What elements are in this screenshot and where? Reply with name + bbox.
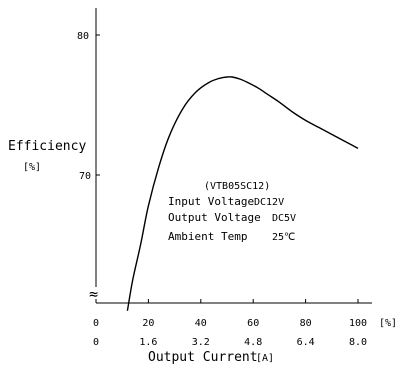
annotation-output-value: DC5V: [272, 213, 296, 224]
x-tick-percent-40: 40: [195, 318, 207, 329]
x-tick-current-60: 4.8: [244, 337, 262, 348]
axis-break-mark: ≈: [89, 285, 98, 303]
x-tick-percent-0: 0: [93, 318, 99, 329]
x-tick-current-0: 0: [93, 337, 99, 348]
x-axis-unit: [A]: [256, 353, 274, 364]
annotation-temp-label: Ambient Temp: [168, 230, 247, 243]
y-axis-title: Efficiency: [8, 139, 86, 154]
annotation-output-label: Output Voltage: [168, 211, 261, 224]
y-tick-label-70: 70: [79, 171, 91, 182]
x-axis-title: Output Current: [148, 350, 258, 365]
x-tick-percent-60: 60: [247, 318, 259, 329]
annotation-input-label: Input Voltage: [168, 195, 254, 208]
y-tick-label-80: 80: [77, 31, 89, 42]
x-tick-percent-80: 80: [300, 318, 312, 329]
annotation-temp-value: 25℃: [272, 232, 295, 243]
x-percent-unit: [%]: [379, 318, 396, 329]
series-efficiency-line: [126, 76, 359, 311]
y-ticks: 80 70: [77, 31, 100, 182]
x-tick-current-20: 1.6: [139, 337, 157, 348]
annotation-input-value: DC12V: [254, 197, 284, 208]
x-tick-current-40: 3.2: [192, 337, 210, 348]
x-tick-percent-20: 20: [142, 318, 154, 329]
annotation-model: (VTB05SC12): [204, 181, 270, 192]
x-tick-current-100: 8.0: [349, 337, 367, 348]
x-ticks: 0 0 20 1.6 40 3.2 60 4.8 80 6.4 100 8.0: [93, 299, 367, 348]
x-tick-current-80: 6.4: [297, 337, 315, 348]
y-axis-unit: [%]: [23, 162, 41, 173]
x-tick-percent-100: 100: [349, 318, 367, 329]
